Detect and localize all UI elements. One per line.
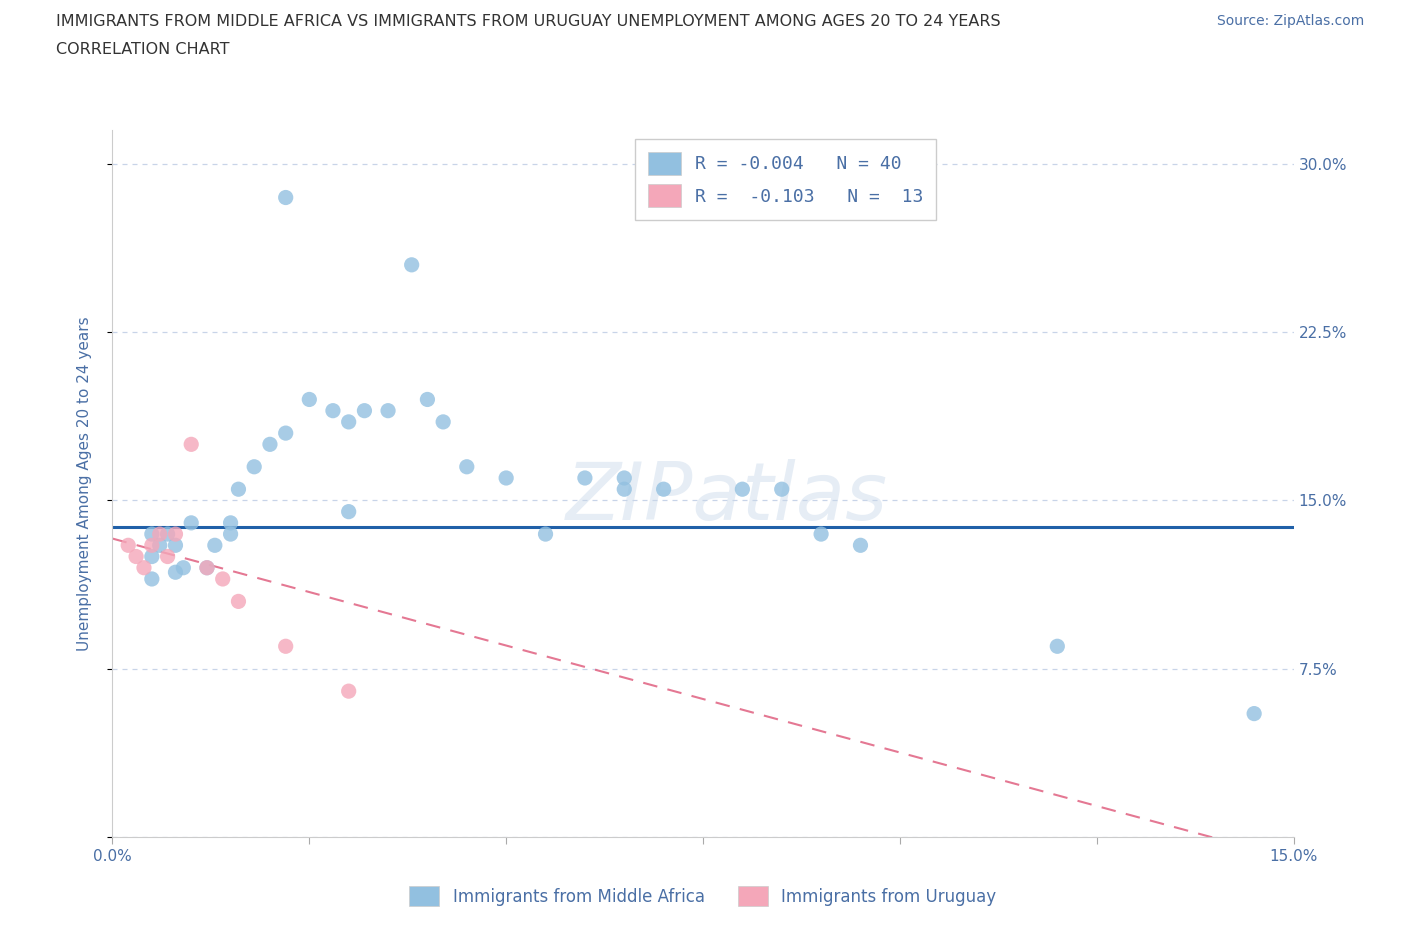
Point: [770, 482, 793, 497]
Point: [495, 471, 517, 485]
Text: IMMIGRANTS FROM MIDDLE AFRICA VS IMMIGRANTS FROM URUGUAY UNEMPLOYMENT AMONG AGES: IMMIGRANTS FROM MIDDLE AFRICA VS IMMIGRA…: [56, 14, 1001, 29]
Point: [613, 482, 636, 497]
Point: [401, 258, 423, 272]
Point: [416, 392, 439, 407]
Legend: Immigrants from Middle Africa, Immigrants from Uruguay: Immigrants from Middle Africa, Immigrant…: [402, 880, 1004, 912]
Point: [353, 404, 375, 418]
Point: [613, 471, 636, 485]
Point: [165, 538, 187, 552]
Point: [274, 426, 297, 441]
Point: [141, 526, 163, 541]
Point: [534, 526, 557, 541]
Point: [165, 565, 187, 579]
Point: [810, 526, 832, 541]
Point: [156, 549, 179, 564]
Point: [117, 538, 139, 552]
Point: [156, 526, 179, 541]
Legend: R = -0.004   N = 40, R =  -0.103   N =  13: R = -0.004 N = 40, R = -0.103 N = 13: [636, 140, 936, 219]
Text: Source: ZipAtlas.com: Source: ZipAtlas.com: [1216, 14, 1364, 28]
Point: [180, 437, 202, 452]
Text: ZIPatlas: ZIPatlas: [565, 458, 887, 537]
Point: [574, 471, 596, 485]
Point: [219, 515, 242, 530]
Point: [298, 392, 321, 407]
Point: [228, 482, 250, 497]
Point: [172, 560, 194, 575]
Point: [149, 526, 172, 541]
Point: [165, 526, 187, 541]
Point: [195, 560, 218, 575]
Point: [211, 572, 233, 587]
Point: [141, 549, 163, 564]
Point: [274, 190, 297, 205]
Point: [125, 549, 148, 564]
Point: [337, 415, 360, 430]
Point: [274, 639, 297, 654]
Text: CORRELATION CHART: CORRELATION CHART: [56, 42, 229, 57]
Point: [337, 504, 360, 519]
Point: [322, 404, 344, 418]
Point: [731, 482, 754, 497]
Point: [141, 572, 163, 587]
Point: [219, 526, 242, 541]
Point: [141, 538, 163, 552]
Point: [456, 459, 478, 474]
Point: [243, 459, 266, 474]
Point: [432, 415, 454, 430]
Point: [195, 560, 218, 575]
Point: [204, 538, 226, 552]
Point: [149, 538, 172, 552]
Point: [849, 538, 872, 552]
Point: [1243, 706, 1265, 721]
Point: [377, 404, 399, 418]
Point: [228, 594, 250, 609]
Point: [132, 560, 155, 575]
Point: [652, 482, 675, 497]
Point: [259, 437, 281, 452]
Point: [180, 515, 202, 530]
Point: [1046, 639, 1069, 654]
Point: [337, 684, 360, 698]
Y-axis label: Unemployment Among Ages 20 to 24 years: Unemployment Among Ages 20 to 24 years: [77, 316, 91, 651]
